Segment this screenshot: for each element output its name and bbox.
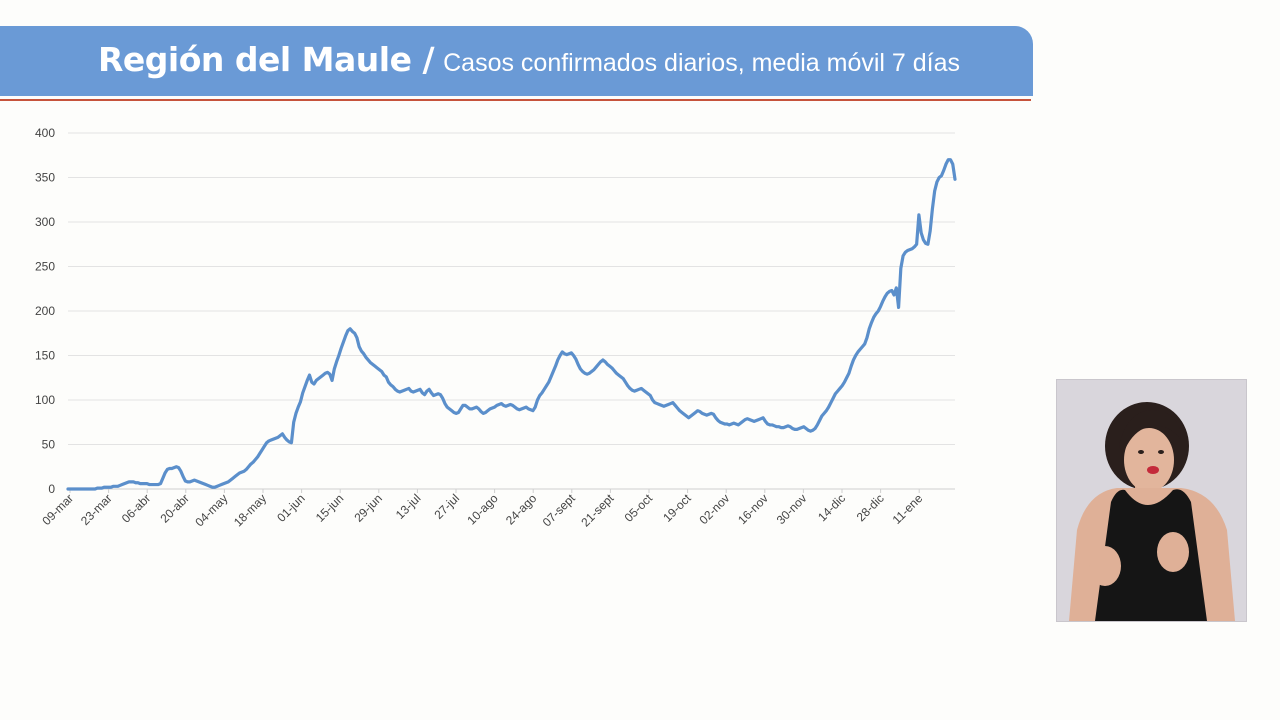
series-layer — [66, 158, 957, 491]
x-tick-label: 04-may — [192, 491, 230, 529]
x-tick-label: 10-ago — [464, 491, 501, 528]
x-tick-label: 21-sept — [578, 491, 617, 530]
x-tick-label: 01-jun — [274, 491, 307, 524]
x-tick-label: 23-mar — [78, 491, 115, 528]
x-axis-tick-labels: 09-mar 23-mar 06-abr 20-abr 04-may 18-may 01-j… — [39, 489, 926, 530]
title-region: Región del Maule / — [98, 40, 435, 79]
title-underline — [0, 99, 1031, 101]
sign-language-interpreter-video — [1056, 379, 1247, 622]
y-axis-tick-labels: 0 50 100 150 200 250 300 350 400 — [35, 126, 55, 496]
x-tick-label: 20-abr — [157, 491, 191, 525]
interpreter-mouth — [1147, 466, 1159, 474]
x-tick-label: 29-jun — [351, 491, 384, 524]
y-tick-label: 100 — [35, 393, 55, 407]
x-tick-label: 11-ene — [890, 491, 926, 527]
x-tick-label: 06-abr — [119, 491, 153, 525]
interpreter-top — [1095, 489, 1207, 621]
x-tick-label: 02-nov — [696, 491, 732, 527]
y-tick-label: 400 — [35, 126, 55, 140]
x-tick-label: 30-nov — [774, 491, 810, 527]
page-title: Región del Maule / Casos confirmados dia… — [98, 40, 960, 79]
interpreter-left-hand — [1089, 546, 1121, 586]
series-line-daily-cases — [66, 158, 957, 491]
x-tick-label: 07-sept — [540, 491, 579, 530]
y-tick-label: 150 — [35, 349, 55, 363]
y-tick-label: 0 — [48, 482, 55, 496]
grid-lines — [68, 132, 955, 490]
x-tick-label: 13-jul — [393, 491, 424, 522]
y-tick-label: 200 — [35, 304, 55, 318]
x-tick-label: 14-dic — [815, 491, 848, 524]
title-banner — [0, 26, 1033, 96]
y-tick-label: 300 — [35, 215, 55, 229]
x-tick-label: 16-nov — [735, 491, 771, 527]
x-tick-label: 15-jun — [313, 491, 346, 524]
y-tick-label: 350 — [35, 171, 55, 185]
x-tick-label: 18-may — [231, 491, 269, 529]
x-tick-label: 05-oct — [622, 491, 656, 525]
title-subtitle: Casos confirmados diarios, media móvil 7… — [443, 49, 961, 77]
line-chart: 0 50 100 150 200 250 300 350 400 09-mar 23-mar 06-… — [35, 126, 957, 530]
x-tick-label: 19-oct — [660, 491, 694, 525]
interpreter-face — [1124, 428, 1174, 492]
y-tick-label: 50 — [42, 438, 56, 452]
x-tick-label: 09-mar — [39, 491, 76, 528]
x-tick-label: 24-ago — [503, 491, 540, 528]
interpreter-right-hand — [1157, 532, 1189, 572]
x-tick-label: 28-dic — [854, 491, 887, 524]
y-tick-label: 250 — [35, 260, 55, 274]
x-tick-label: 27-jul — [431, 491, 462, 522]
